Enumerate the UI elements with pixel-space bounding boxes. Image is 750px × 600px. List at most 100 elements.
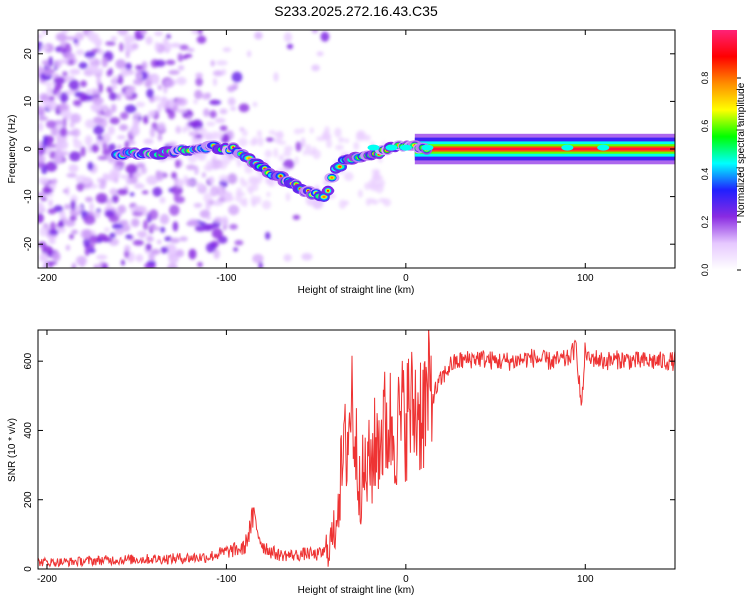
heatmap-noise-cell (133, 112, 141, 118)
heatmap-noise-cell (97, 155, 109, 161)
heatmap-noise-cell (68, 164, 79, 173)
heatmap-noise-cell (185, 164, 197, 171)
heatmap-noise-cell (48, 199, 53, 207)
heatmap-noise-cell (62, 51, 73, 59)
heatmap-noise-cell (224, 175, 229, 182)
heatmap-noise-cell (160, 246, 169, 254)
heatmap-noise-cell (206, 216, 212, 221)
heatmap-noise-cell (71, 262, 77, 268)
heatmap-noise-cell (38, 142, 44, 149)
heatmap-noise-cell (101, 262, 109, 268)
heatmap-noise-cell (46, 100, 58, 111)
heatmap-noise-cell (120, 68, 129, 77)
heatmap-noise-cell (135, 65, 144, 70)
heatmap-noise-cell (283, 150, 292, 157)
heatmap-noise-cell (201, 93, 211, 100)
heatmap-noise-cell (227, 85, 236, 93)
heatmap-noise-cell (39, 226, 48, 237)
heatmap-noise-cell (169, 237, 180, 244)
heatmap-noise-cell (48, 238, 56, 245)
snr-y-tick-label: 600 (23, 352, 34, 369)
heatmap-noise-cell (157, 84, 162, 91)
heatmap-noise-cell (187, 120, 200, 128)
heatmap-noise-cell (40, 196, 48, 202)
heatmap-noise-cell (78, 62, 88, 69)
heatmap-noise-cell (110, 36, 118, 42)
heatmap-noise-cell (38, 201, 45, 212)
heatmap-noise-cell (139, 232, 146, 239)
heatmap-noise-cell (267, 181, 276, 187)
heatmap-noise-cell (265, 137, 274, 142)
colorbar-tick-label: 0.8 (700, 72, 710, 85)
heatmap-noise-cell (41, 245, 53, 255)
heatmap-noise-cell (109, 232, 116, 239)
heatmap-noise-cell (105, 198, 114, 205)
heatmap-noise-cell (146, 176, 156, 184)
heatmap-noise-cell (168, 70, 180, 75)
heatmap-noise-cell (84, 119, 96, 129)
heatmap-noise-cell (70, 113, 82, 124)
heatmap-noise-cell (156, 239, 162, 245)
heatmap-noise-cell (309, 127, 314, 134)
heatmap-noise-cell (56, 140, 69, 150)
heatmap-noise-cell (230, 106, 237, 111)
heatmap-noise-cell (217, 159, 228, 170)
heatmap-noise-cell (154, 41, 159, 52)
heatmap-noise-cell (38, 213, 44, 224)
heatmap-noise-cell (165, 108, 172, 113)
heatmap-noise-cell (84, 246, 90, 257)
heatmap-noise-cell (87, 247, 96, 254)
heatmap-noise-cell (111, 80, 118, 91)
heatmap-noise-cell (284, 145, 294, 152)
heatmap-noise-cell (92, 96, 104, 105)
heatmap-noise-cell (241, 129, 248, 137)
heatmap-noise-cell (95, 139, 104, 146)
heatmap-noise-cell (110, 103, 117, 113)
heatmap-noise-cell (357, 189, 363, 198)
heatmap-noise-cell (46, 140, 52, 148)
heatmap-noise-cell (175, 178, 184, 188)
heatmap-noise-cell (91, 90, 100, 95)
heatmap-noise-cell (111, 194, 119, 204)
heatmap-noise-cell (145, 236, 155, 242)
heatmap-noise-cell (168, 253, 180, 264)
heatmap-noise-cell (121, 223, 131, 232)
heatmap-noise-cell (94, 210, 101, 219)
heatmap-noise-cell (194, 165, 199, 175)
heatmap-noise-cell (214, 131, 224, 140)
heatmap-noise-cell (163, 41, 172, 53)
heatmap-noise-cell (53, 157, 63, 165)
heatmap-noise-cell (120, 111, 129, 120)
heatmap-noise-cell (106, 69, 112, 77)
heatmap-noise-cell (231, 71, 243, 83)
heatmap-noise-cell (239, 198, 247, 206)
colorbar-label: Normalized spectral amplitude (736, 82, 747, 217)
ridge-blob (322, 195, 326, 198)
heatmap-noise-cell (39, 252, 49, 263)
heatmap-noise-cell (87, 30, 95, 41)
heatmap-noise-cell (356, 130, 366, 140)
heatmap-noise-cell (117, 73, 124, 85)
heatmap-noise-cell (295, 141, 302, 152)
heatmap-noise-cell (93, 39, 100, 45)
heatmap-noise-cell (283, 159, 295, 170)
heatmap-noise-cell (232, 82, 239, 88)
heatmap-noise-cell (125, 234, 133, 239)
heatmap-noise-cell (143, 138, 154, 145)
heatmap-noise-cell (316, 51, 324, 57)
heatmap-noise-cell (68, 79, 80, 91)
heatmap-noise-cell (205, 242, 216, 253)
heatmap-noise-cell (114, 228, 124, 235)
ridge-blob (367, 144, 380, 151)
heatmap-noise-cell (95, 103, 103, 112)
heatmap-noise-cell (206, 121, 216, 127)
heatmap-noise-cell (373, 174, 383, 180)
heatmap-noise-cell (364, 182, 371, 191)
heatmap-noise-cell (62, 71, 68, 77)
heatmap-noise-cell (236, 157, 242, 168)
heatmap-noise-cell (43, 69, 54, 76)
heatmap-noise-cell (179, 44, 189, 51)
heatmap-noise-cell (132, 239, 144, 246)
heatmap-noise-cell (157, 122, 166, 132)
